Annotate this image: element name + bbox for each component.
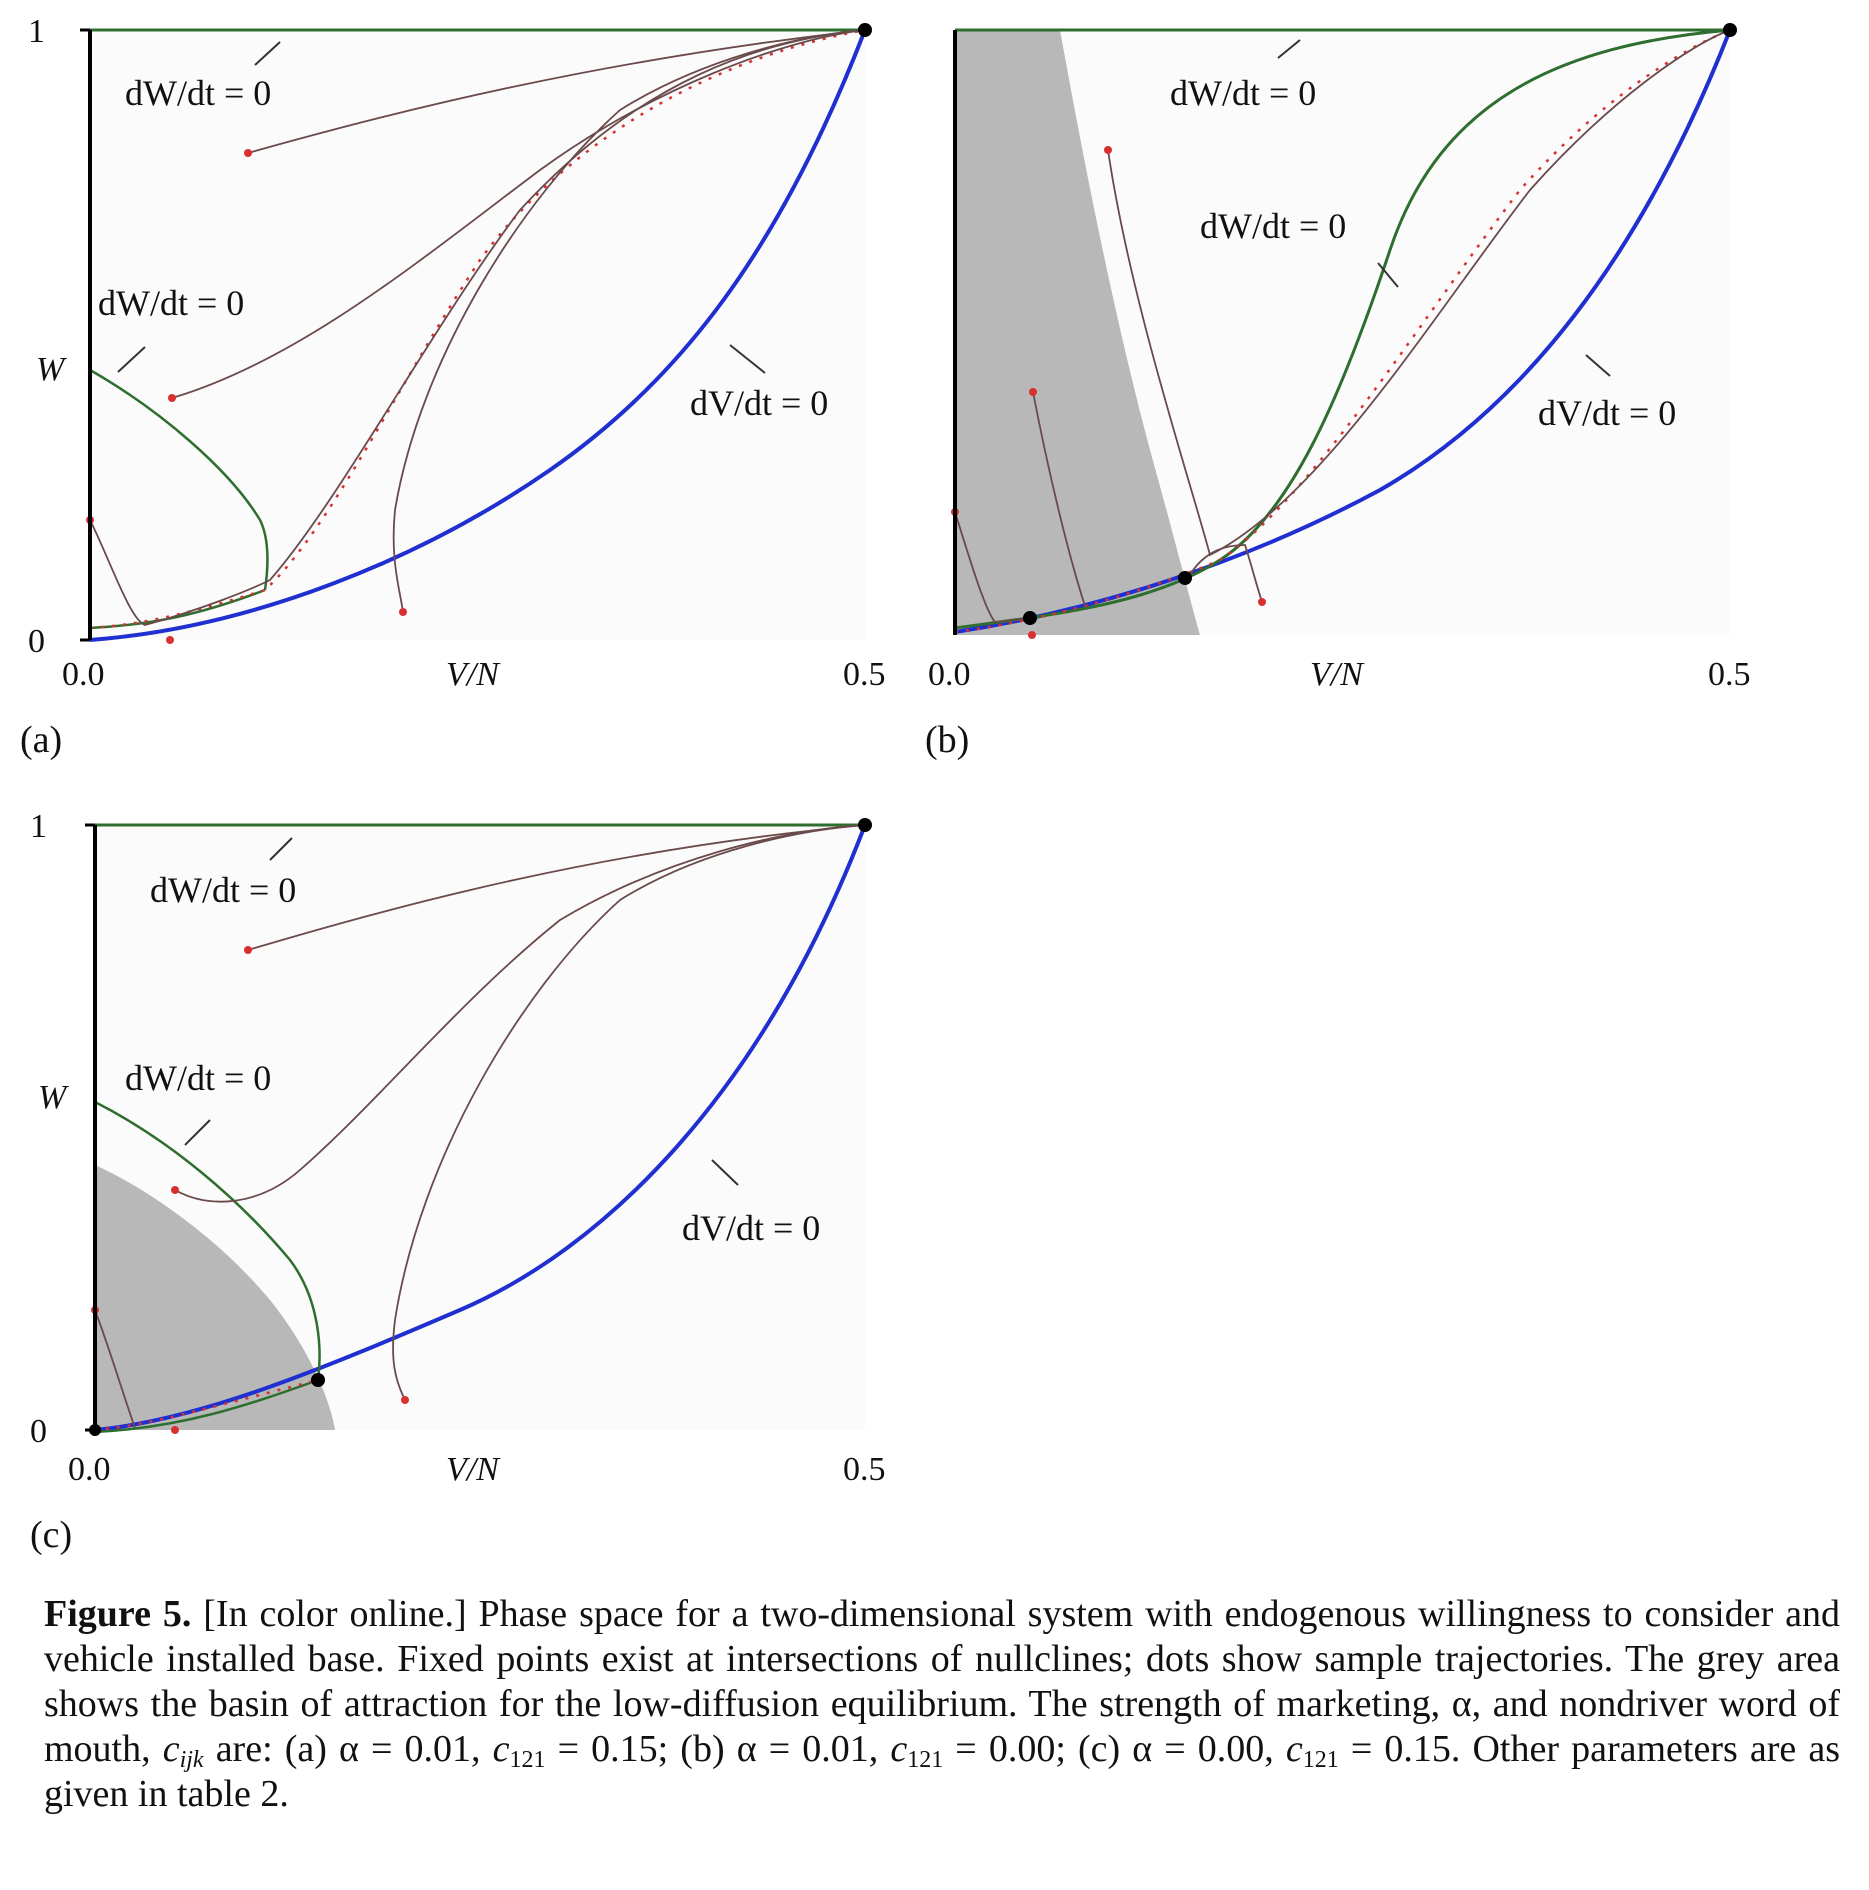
- panel-c: 1 0 W 0.0 0.5 V/N dW/dt = 0 dW/dt = 0 dV…: [30, 808, 886, 1556]
- caption-variable: c: [890, 1728, 908, 1770]
- panel-c-trajectory-start: [171, 1186, 179, 1194]
- panel-c-dv-nullcline: [94, 824, 867, 1432]
- panel-a-nullcline-label: dW/dt = 0: [98, 283, 244, 323]
- panel-a-y-tick-label-0: 0: [28, 623, 45, 660]
- panel-b-trajectory-start: [1104, 146, 1112, 154]
- panel-b-fixed-point: [1723, 23, 1737, 37]
- caption-subscript: 121: [509, 1747, 546, 1773]
- caption-label: Figure 5.: [44, 1593, 192, 1635]
- panel-b: 0.0 0.5 V/N dW/dt = 0 dW/dt = 0 dV/dt = …: [925, 23, 1751, 761]
- panel-b-label-pointer: [1585, 354, 1611, 377]
- panel-a-x-axis-label: V/N: [446, 656, 501, 693]
- panel-c-y-tick-label-0: 0: [30, 1413, 47, 1450]
- panel-c-dw-nullcline-bottom: [94, 1378, 319, 1434]
- panel-b-x-tick-label-0: 0.0: [928, 656, 971, 693]
- caption-text: [In color online.] Phase space for a two…: [44, 1593, 1840, 1770]
- panel-c-trajectory: [94, 1378, 319, 1432]
- panel-a-fixed-point: [858, 23, 872, 37]
- panel-a-trajectory-start: [244, 149, 252, 157]
- panel-a-label-pointer: [117, 346, 146, 373]
- panel-c-trajectory: [392, 824, 866, 1401]
- panel-b-x-tick-label-1: 0.5: [1708, 656, 1751, 693]
- panel-b-trajectory: [1107, 29, 1731, 557]
- panel-a-tag: (a): [20, 719, 62, 761]
- caption-text: = 0.15; (b) α = 0.01,: [545, 1728, 891, 1770]
- caption-subscript: 121: [1302, 1747, 1339, 1773]
- panel-a-background: [90, 30, 865, 640]
- panel-c-trajectory-start: [171, 1426, 179, 1434]
- panel-b-trajectory-start: [1258, 598, 1266, 606]
- panel-c-y-axis-label: W: [38, 1079, 69, 1116]
- panel-c-y-tick-label-1: 1: [30, 808, 47, 845]
- panel-b-nullcline-label: dW/dt = 0: [1200, 206, 1346, 246]
- panel-b-dw-nullcline: [954, 28, 1731, 630]
- panel-a-x-tick-label-0: 0.0: [62, 656, 105, 693]
- panel-a-dw-nullcline-left: [89, 368, 269, 591]
- panel-c-nullcline-label: dV/dt = 0: [682, 1208, 820, 1248]
- panel-c-fixed-point: [858, 818, 872, 832]
- panel-c-trajectory: [94, 1309, 136, 1429]
- panel-c-basin: [95, 1165, 335, 1430]
- panel-b-label-pointer: [1277, 39, 1301, 59]
- caption-text: are: (a) α = 0.01,: [203, 1728, 493, 1770]
- panel-b-fixed-point: [1178, 571, 1192, 585]
- caption-subscript: 121: [907, 1747, 944, 1773]
- panel-b-fixed-point: [1023, 611, 1037, 625]
- panel-c-nullcline-label: dW/dt = 0: [150, 870, 296, 910]
- figure-caption: Figure 5. [In color online.] Phase space…: [44, 1592, 1840, 1817]
- panel-b-trajectory-start: [1029, 388, 1037, 396]
- panel-b-nullcline-label: dW/dt = 0: [1170, 73, 1316, 113]
- panel-a-trajectory-start: [399, 608, 407, 616]
- figure-5: 1 0 W 0.0 0.5 V/N dW/dt = 0 dW/dt = 0 dV…: [20, 13, 1751, 1556]
- panel-b-trajectory: [1032, 391, 1086, 607]
- panel-c-x-tick-label-1: 0.5: [843, 1451, 886, 1488]
- panel-c-label-pointer: [184, 1119, 211, 1146]
- panel-c-x-tick-label-0: 0.0: [68, 1451, 111, 1488]
- panel-a-trajectory: [171, 29, 866, 399]
- panel-c-x-axis-label: V/N: [446, 1451, 501, 1488]
- panel-a-label-pointer: [254, 41, 281, 66]
- panel-a-nullcline-label: dW/dt = 0: [125, 73, 271, 113]
- panel-a-dv-nullcline: [89, 29, 867, 642]
- panel-b-label-pointer: [1377, 262, 1399, 288]
- panel-a-x-tick-label-1: 0.5: [843, 656, 886, 693]
- panel-c-dw-nullcline-left: [94, 1100, 321, 1381]
- panel-c-label-pointer: [711, 1159, 739, 1186]
- caption-text: = 0.00; (c) α = 0.00,: [943, 1728, 1286, 1770]
- panel-a-nullcline-label: dV/dt = 0: [690, 383, 828, 423]
- panel-a-trajectory: [247, 29, 866, 154]
- panel-b-x-axis-label: V/N: [1310, 656, 1365, 693]
- caption-text: = 0.15. Other parameters are as given in…: [44, 1728, 1840, 1815]
- panel-a-y-tick-label-1: 1: [28, 13, 45, 50]
- caption-variable: c: [162, 1728, 180, 1770]
- panel-a-trajectory: [89, 29, 866, 626]
- panel-a-label-pointer: [729, 344, 766, 374]
- panel-c-tag: (c): [30, 1514, 72, 1556]
- panel-a-trajectory-start: [168, 394, 176, 402]
- panel-a: 1 0 W 0.0 0.5 V/N dW/dt = 0 dW/dt = 0 dV…: [20, 13, 886, 761]
- panel-c-nullcline-label: dW/dt = 0: [125, 1058, 271, 1098]
- panel-b-tag: (b): [925, 719, 969, 761]
- panel-a-dw-nullcline-bottom: [89, 588, 266, 630]
- panel-b-dv-nullcline: [954, 29, 1732, 634]
- panel-b-nullcline-label: dV/dt = 0: [1538, 393, 1676, 433]
- panel-c-trajectory: [247, 824, 866, 951]
- panel-b-basin: [955, 30, 1200, 635]
- panel-c-label-pointer: [269, 837, 293, 861]
- caption-variable: c: [1285, 1728, 1303, 1770]
- caption-variable: c: [492, 1728, 510, 1770]
- panel-b-trajectory: [954, 511, 1031, 623]
- panel-c-trajectory: [174, 824, 866, 1203]
- panel-a-trajectory: [392, 29, 866, 613]
- panel-a-trajectory-start: [166, 636, 174, 644]
- panel-c-fixed-point: [311, 1373, 325, 1387]
- panel-c-trajectory-start: [401, 1396, 409, 1404]
- panel-b-trajectory: [1187, 544, 1263, 603]
- panel-b-trajectory-start: [1028, 631, 1036, 639]
- caption-subscript: ijk: [179, 1747, 204, 1773]
- panel-a-y-axis-label: W: [36, 351, 67, 388]
- panel-c-trajectory-start: [244, 946, 252, 954]
